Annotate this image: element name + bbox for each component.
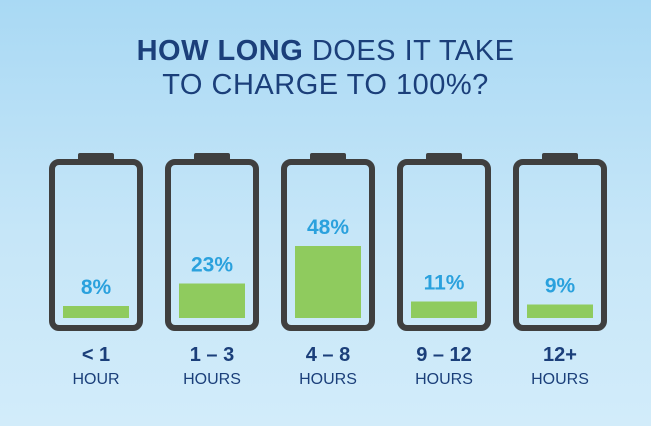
battery-outline-icon: [165, 159, 259, 331]
battery-outline-icon: [49, 159, 143, 331]
title-line-1: HOW LONG DOES IT TAKE: [0, 34, 651, 68]
category-label-main: 4 – 8: [306, 344, 350, 366]
charge-bar: [527, 304, 593, 318]
percent-label: 23%: [191, 254, 233, 277]
title-line-1-rest: DOES IT TAKE: [303, 35, 515, 67]
category-label-main: < 1: [82, 344, 110, 366]
charge-bar: [179, 283, 245, 318]
category-label-unit: HOURS: [299, 371, 357, 388]
chart-title: HOW LONG DOES IT TAKE TO CHARGE TO 100%?: [0, 34, 651, 102]
charge-bar: [295, 246, 361, 318]
percent-label: 8%: [81, 276, 112, 299]
title-emphasis: HOW LONG: [136, 35, 304, 67]
category-label-unit: HOURS: [183, 371, 241, 388]
percent-label: 9%: [545, 275, 576, 298]
battery-outline-icon: [281, 159, 375, 331]
charge-bar: [411, 301, 477, 318]
category-label-main: 9 – 12: [416, 344, 472, 366]
battery-outline-icon: [513, 159, 607, 331]
category-label-unit: HOURS: [415, 371, 473, 388]
battery-outline-icon: [397, 159, 491, 331]
category-label-main: 12+: [543, 344, 577, 366]
category-label-unit: HOUR: [72, 371, 119, 388]
category-label-main: 1 – 3: [190, 344, 234, 366]
percent-label: 48%: [307, 216, 349, 239]
title-line-2: TO CHARGE TO 100%?: [162, 69, 489, 101]
category-label-unit: HOURS: [531, 371, 589, 388]
percent-label: 11%: [424, 272, 465, 295]
charge-bar: [63, 306, 129, 318]
